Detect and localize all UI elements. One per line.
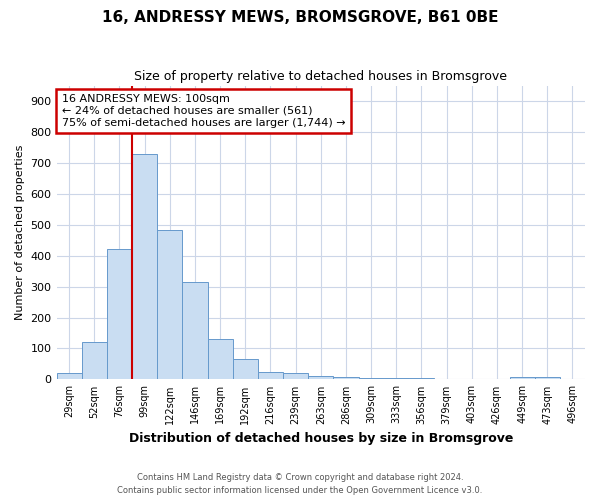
Bar — [132, 154, 157, 380]
Bar — [359, 378, 383, 380]
Bar — [283, 372, 308, 380]
Bar — [233, 360, 258, 380]
Bar — [308, 376, 334, 380]
Bar — [258, 372, 283, 380]
Bar — [509, 377, 535, 380]
Bar — [157, 230, 182, 380]
Bar — [56, 373, 82, 380]
Text: 16, ANDRESSY MEWS, BROMSGROVE, B61 0BE: 16, ANDRESSY MEWS, BROMSGROVE, B61 0BE — [102, 10, 498, 25]
Bar — [334, 376, 359, 380]
Bar — [208, 339, 233, 380]
Title: Size of property relative to detached houses in Bromsgrove: Size of property relative to detached ho… — [134, 70, 507, 83]
Bar — [107, 249, 132, 380]
Bar — [535, 376, 560, 380]
Bar — [82, 342, 107, 380]
Y-axis label: Number of detached properties: Number of detached properties — [15, 145, 25, 320]
Text: Contains HM Land Registry data © Crown copyright and database right 2024.
Contai: Contains HM Land Registry data © Crown c… — [118, 474, 482, 495]
X-axis label: Distribution of detached houses by size in Bromsgrove: Distribution of detached houses by size … — [128, 432, 513, 445]
Text: 16 ANDRESSY MEWS: 100sqm
← 24% of detached houses are smaller (561)
75% of semi-: 16 ANDRESSY MEWS: 100sqm ← 24% of detach… — [62, 94, 346, 128]
Bar — [383, 378, 409, 380]
Bar — [409, 378, 434, 380]
Bar — [182, 282, 208, 380]
